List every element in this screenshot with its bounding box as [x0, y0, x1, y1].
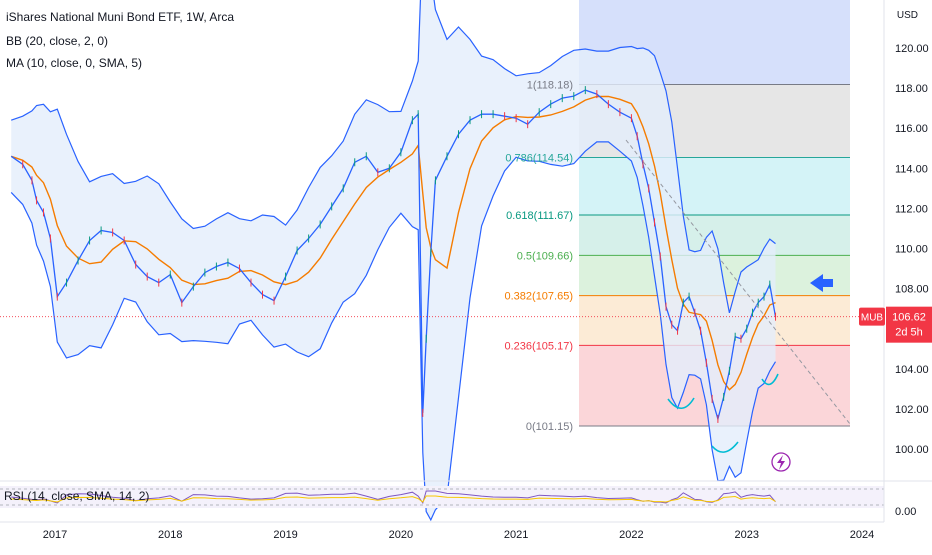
- fib-labels: 1(118.18) 0.786(114.54) 0.618(111.67) 0.5(1…: [505, 79, 574, 432]
- time-tick-label: 2022: [619, 529, 643, 541]
- smile-icon: [667, 397, 695, 410]
- rsi-sma-line: [11, 495, 776, 503]
- axes-layer: USD 120.00 118.00 116.00 114.00 112.00 110.00 1…: [0, 0, 932, 541]
- price-tick-label: 112.00: [895, 203, 928, 215]
- price-tick-label: 102.00: [895, 404, 929, 416]
- smile-icon: [761, 373, 779, 386]
- bollinger-band: [10, 0, 777, 522]
- symbol-tag[interactable]: [859, 307, 885, 326]
- smile-icon: [711, 441, 739, 453]
- time-tick-label: 2018: [158, 529, 182, 541]
- lightning-bolt: [777, 455, 785, 470]
- left-arrow-icon[interactable]: [810, 274, 833, 292]
- symbol-tag-label: MUB: [861, 313, 884, 324]
- fib-label: 1(118.18): [527, 79, 573, 91]
- fib-label: 0.382(107.65): [505, 291, 574, 303]
- price-tick-label: 114.00: [895, 163, 928, 175]
- fib-label: 0.786(114.54): [505, 152, 573, 164]
- time-tick-label: 2017: [43, 529, 67, 541]
- time-tick-label: 2024: [850, 529, 874, 541]
- price-tick-label: 110.00: [895, 244, 928, 256]
- rsi-tick-label: 0.00: [895, 506, 916, 518]
- price-tick-label: 100.00: [895, 444, 929, 456]
- price-tick-label: 118.00: [895, 83, 928, 95]
- price-tag[interactable]: [886, 306, 932, 343]
- chart-title[interactable]: iShares National Muni Bond ETF, 1W, Arca: [6, 10, 235, 24]
- time-tick-label: 2023: [734, 529, 758, 541]
- bollinger-fill: [11, 0, 776, 520]
- fib-zone: [579, 157, 850, 216]
- price-tick-label: 108.00: [895, 284, 929, 296]
- price-tick-label: 104.00: [895, 364, 929, 376]
- rsi-pane: RSI (14, close, SMA, 14, 2): [0, 480, 932, 508]
- time-tick-label: 2021: [504, 529, 528, 541]
- bollinger-upper-band: [11, 0, 776, 314]
- bar-countdown: 2d 5h: [895, 327, 923, 339]
- moving-average-legend[interactable]: MA (10, close, 0, SMA, 5): [6, 56, 143, 70]
- currency-label: USD: [897, 10, 918, 21]
- fib-label: 0.236(105.17): [505, 340, 574, 352]
- annotations-layer: [667, 274, 833, 472]
- lightning-icon[interactable]: [771, 452, 791, 472]
- fib-label: 0.618(111.67): [506, 210, 573, 222]
- bollinger-legend[interactable]: BB (20, close, 2, 0): [6, 34, 109, 48]
- bollinger-lower-band: [10, 141, 777, 522]
- fib-label: 0.5(109.66): [517, 250, 573, 262]
- price-tag-value: 106.62: [892, 312, 926, 324]
- rsi-line: [11, 490, 776, 505]
- fib-label: 0(101.15): [526, 421, 573, 433]
- time-tick-label: 2019: [273, 529, 297, 541]
- series-layer: [0, 86, 884, 425]
- price-tick-label: 116.00: [895, 123, 928, 135]
- trend-line[interactable]: [625, 139, 851, 425]
- price-tick-label: 120.00: [895, 43, 929, 55]
- time-tick-label: 2020: [389, 529, 413, 541]
- rsi-legend[interactable]: RSI (14, close, SMA, 14, 2): [4, 489, 149, 503]
